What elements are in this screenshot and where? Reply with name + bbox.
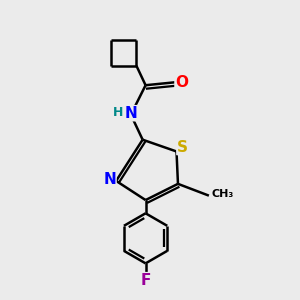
Text: F: F (140, 273, 151, 288)
Text: N: N (125, 106, 138, 121)
Text: N: N (103, 172, 116, 187)
Text: H: H (113, 106, 124, 119)
Text: CH₃: CH₃ (211, 189, 233, 199)
Text: O: O (175, 75, 188, 90)
Text: S: S (177, 140, 188, 154)
